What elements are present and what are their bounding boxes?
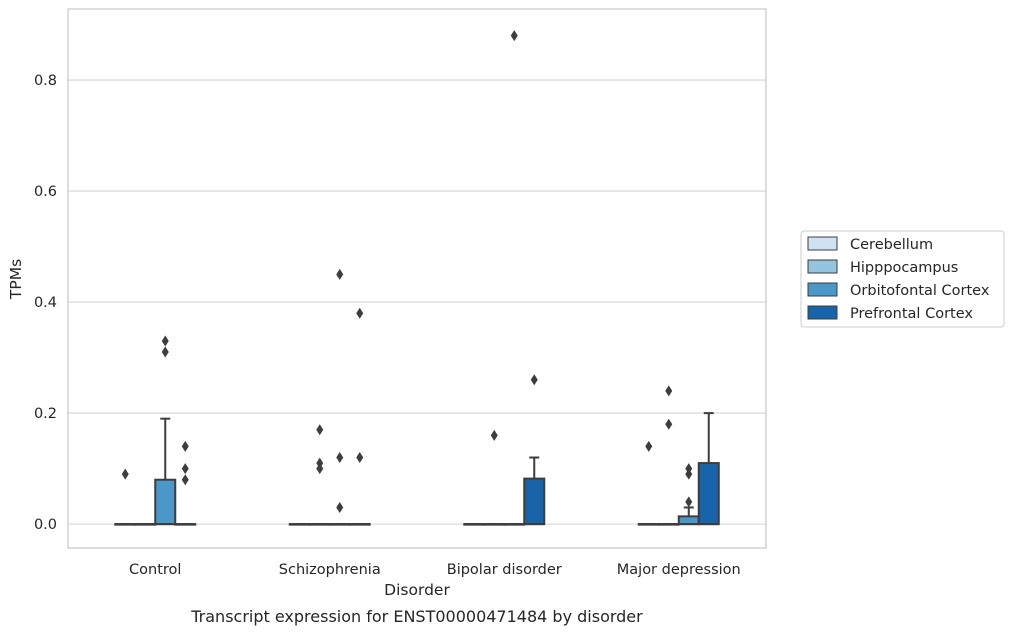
outlier-point xyxy=(685,463,693,475)
box-group xyxy=(523,374,546,526)
box-group xyxy=(697,412,720,526)
chart-caption: Transcript expression for ENST0000047148… xyxy=(190,607,643,626)
outlier-point xyxy=(181,463,189,475)
outlier-point xyxy=(530,374,538,386)
legend-label: Hipppocampus xyxy=(850,260,958,276)
legend-swatch xyxy=(807,259,838,274)
box-group xyxy=(637,440,660,526)
box xyxy=(154,478,177,526)
outlier-point xyxy=(316,457,324,469)
x-tick-label: Schizophrenia xyxy=(279,562,381,578)
x-tick-label: Major depression xyxy=(617,562,741,578)
outlier-point xyxy=(685,468,693,480)
gridlines xyxy=(68,79,766,525)
box xyxy=(697,462,720,526)
legend-frame xyxy=(800,230,1005,328)
box-group xyxy=(134,523,157,526)
legend-label: Orbitofontal Cortex xyxy=(850,283,990,299)
outlier-point xyxy=(510,30,518,42)
box-group xyxy=(328,268,351,526)
box-group xyxy=(308,424,331,526)
box-group xyxy=(677,463,700,526)
box xyxy=(677,515,700,526)
outlier-point xyxy=(121,468,129,480)
outlier-point xyxy=(336,501,344,513)
y-tick-label: 0.8 xyxy=(34,73,57,89)
outlier-point xyxy=(356,307,364,319)
x-axis-label: Disorder xyxy=(384,581,450,599)
plot-area-frame xyxy=(67,8,767,549)
legend-swatch xyxy=(807,236,838,251)
outlier-point xyxy=(181,440,189,452)
legend-label: Prefrontal Cortex xyxy=(850,306,973,322)
y-axis-label: TPMs xyxy=(7,259,25,300)
x-tick-label: Bipolar disorder xyxy=(447,562,562,578)
y-tick-label: 0.2 xyxy=(34,406,57,422)
box xyxy=(523,477,546,526)
legend-label: Cerebellum xyxy=(850,237,933,253)
outlier-point xyxy=(336,268,344,280)
legend-swatch xyxy=(807,305,838,320)
outlier-point xyxy=(490,429,498,441)
outlier-point xyxy=(336,452,344,464)
box-group xyxy=(657,385,680,526)
outlier-point xyxy=(665,385,673,397)
y-tick-label: 0.6 xyxy=(34,184,57,200)
outlier-point xyxy=(665,418,673,430)
box-group xyxy=(503,30,526,526)
y-tick-label: 0.0 xyxy=(34,517,57,533)
outlier-point xyxy=(685,496,693,508)
legend: Cerebellum Hipppocampus Orbitofontal Corte… xyxy=(800,230,1005,328)
box-group xyxy=(348,307,371,526)
outlier-point xyxy=(316,424,324,436)
box-marks xyxy=(114,30,720,526)
outlier-point xyxy=(645,440,653,452)
box-group xyxy=(114,468,137,526)
box-group xyxy=(463,523,486,526)
outlier-point xyxy=(356,452,364,464)
box-group xyxy=(174,440,197,526)
outlier-point xyxy=(181,474,189,486)
box-group xyxy=(154,335,177,526)
box-group xyxy=(483,429,506,526)
box-group xyxy=(288,523,311,526)
y-tick-label: 0.4 xyxy=(34,295,57,311)
outlier-point xyxy=(161,335,169,347)
outlier-point xyxy=(316,463,324,475)
x-tick-labels: Control Schizophrenia Bipolar disorder Majo… xyxy=(129,562,741,578)
x-tick-label: Control xyxy=(129,562,181,578)
outlier-point xyxy=(161,346,169,358)
y-tick-labels: 0.0 0.2 0.4 0.6 0.8 xyxy=(34,73,57,533)
legend-swatch xyxy=(807,282,838,297)
